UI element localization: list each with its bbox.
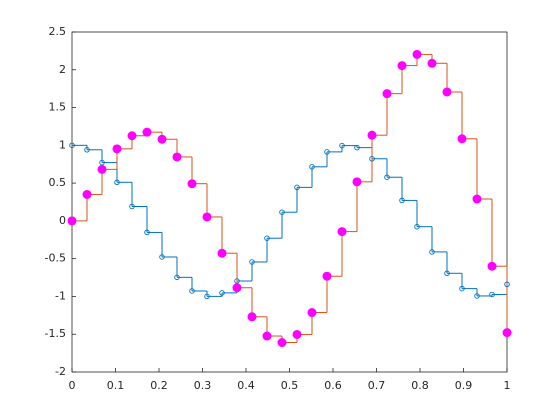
x-tick-label: 0.9 (455, 379, 473, 392)
marker (414, 223, 420, 230)
marker (369, 156, 375, 162)
marker (142, 127, 152, 137)
marker (292, 329, 302, 339)
marker (189, 288, 195, 294)
x-tick-label: 0 (69, 379, 76, 392)
marker (217, 248, 227, 258)
marker (472, 194, 482, 204)
marker (129, 203, 135, 210)
marker (172, 152, 182, 162)
marker (474, 293, 480, 299)
x-tick-label: 0.5 (281, 379, 299, 392)
marker (412, 49, 422, 59)
marker (294, 184, 300, 191)
marker (82, 189, 92, 199)
marker (187, 179, 197, 189)
marker (442, 87, 452, 97)
marker (502, 328, 512, 338)
marker (382, 89, 392, 99)
marker (174, 274, 180, 281)
marker (397, 61, 407, 71)
marker (247, 312, 257, 322)
marker (69, 142, 75, 149)
y-tick-label: 0 (59, 214, 66, 227)
x-tick-label: 0.2 (150, 379, 168, 392)
marker (429, 249, 435, 255)
marker (279, 209, 285, 215)
marker (264, 235, 270, 241)
y-tick-label: -0.5 (45, 252, 66, 265)
x-tick-label: 0.8 (411, 379, 429, 392)
marker (337, 227, 347, 237)
marker (339, 142, 345, 149)
y-tick-label: 2.5 (49, 25, 67, 38)
marker (204, 293, 210, 300)
marker (384, 174, 390, 180)
marker (399, 197, 405, 204)
marker (202, 212, 212, 222)
marker (354, 144, 360, 151)
marker (444, 270, 450, 277)
marker (487, 261, 497, 271)
marker (144, 229, 150, 236)
x-tick-label: 1 (504, 379, 511, 392)
marker (367, 130, 377, 140)
y-tick-label: -2 (55, 365, 66, 378)
x-tick-label: 0.6 (324, 379, 342, 392)
y-tick-label: 1.5 (49, 101, 67, 114)
marker (504, 281, 510, 288)
x-tick-label: 0.3 (194, 379, 212, 392)
marker (457, 134, 467, 144)
marker (324, 149, 330, 155)
x-tick-label: 0.4 (237, 379, 255, 392)
plot-box (71, 31, 508, 373)
marker (67, 216, 77, 226)
marker (309, 164, 315, 170)
marker (159, 254, 165, 260)
marker (84, 147, 90, 153)
y-tick-label: 0.5 (49, 176, 67, 189)
marker (114, 179, 120, 186)
marker (262, 331, 272, 341)
y-tick-label: -1.5 (45, 327, 66, 340)
y-tick-label: 2 (59, 63, 66, 76)
marker (157, 134, 167, 144)
marker (322, 271, 332, 281)
x-tick-label: 0.1 (107, 379, 125, 392)
marker (427, 58, 437, 68)
marker (459, 285, 465, 292)
y-tick-label: -1 (55, 289, 66, 302)
marker (219, 290, 225, 296)
marker (97, 164, 107, 174)
x-tick-label: 0.7 (368, 379, 386, 392)
marker (352, 177, 362, 187)
marker (112, 144, 122, 154)
y-tick-label: 1 (59, 138, 66, 151)
marker (489, 291, 495, 298)
marker (307, 308, 317, 318)
marker (127, 131, 137, 141)
marker (277, 338, 287, 348)
marker (249, 259, 255, 265)
marker (232, 283, 242, 293)
